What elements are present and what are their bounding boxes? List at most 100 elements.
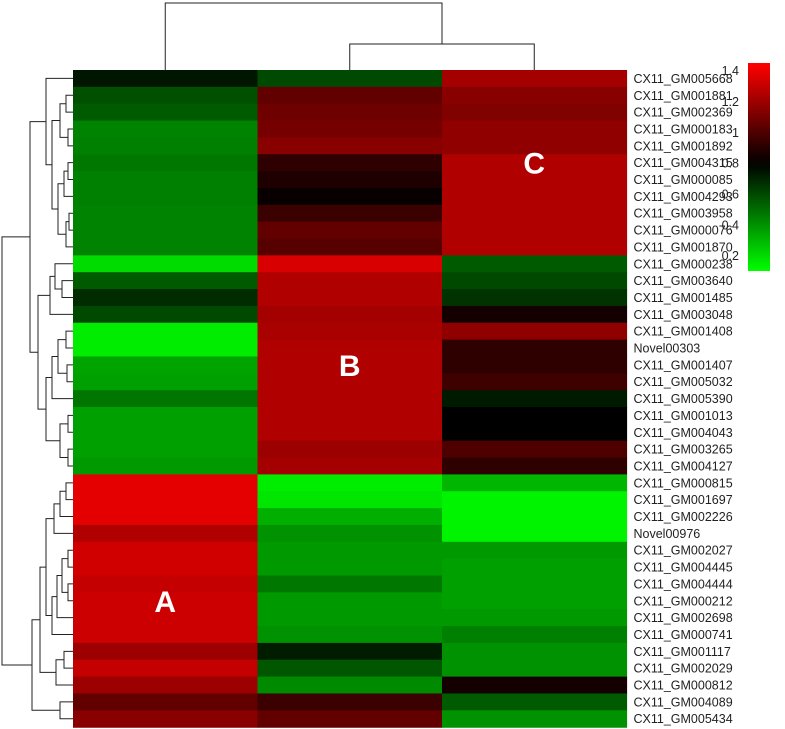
row-label: CX11_GM004089 [634, 695, 733, 709]
heatmap-cell [73, 120, 259, 138]
row-label: CX11_GM005390 [634, 392, 733, 406]
dendrogram-branch [65, 94, 73, 113]
heatmap-cell [73, 626, 259, 644]
legend-tick-label: 1.4 [722, 64, 739, 78]
row-labels: CX11_GM005668 CX11_GM001881 CX11_GM002369 C… [634, 72, 733, 726]
column-dendrogram [164, 2, 535, 70]
heatmap-cell [442, 305, 628, 324]
legend-tick-label: 0.8 [722, 157, 739, 171]
dendrogram-branch [59, 701, 73, 720]
heatmap-cell [442, 541, 628, 560]
heatmap-cell [73, 356, 259, 374]
heatmap-cell [257, 221, 443, 240]
heatmap-cell [73, 238, 259, 256]
dendrogram-branch [1, 236, 32, 666]
dendrogram-branch [65, 482, 73, 501]
dendrogram-branch [51, 596, 73, 635]
heatmap-cell [257, 524, 443, 543]
heatmap-cell [442, 642, 628, 661]
dendrogram-branch [63, 650, 73, 669]
heatmap-cell [442, 120, 628, 138]
row-label: CX11_GM004315 [634, 156, 733, 170]
cluster-label: B [339, 350, 361, 383]
heatmap-cell [257, 407, 443, 425]
row-label: CX11_GM004445 [634, 561, 733, 575]
heatmap-cell [73, 710, 259, 728]
heatmap-cell [442, 154, 628, 172]
heatmap-cell [442, 524, 628, 543]
heatmap-cell [442, 255, 628, 273]
heatmap-cell [257, 373, 443, 391]
row-label: Novel00976 [634, 527, 701, 541]
heatmap-cell [442, 221, 628, 240]
heatmap-cell [442, 70, 628, 88]
heatmap-cell [442, 272, 628, 290]
legend-tick-label: 0.2 [722, 249, 739, 263]
heatmap-cell [73, 221, 259, 240]
heatmap-cell [73, 70, 259, 88]
heatmap-cell [257, 255, 443, 273]
heatmap-cell [442, 676, 628, 695]
dendrogram-branch [45, 377, 60, 442]
dendrogram-branch [61, 280, 73, 298]
row-label: CX11_GM002027 [634, 544, 733, 558]
cluster-label: A [154, 586, 176, 619]
dendrogram-branch [45, 518, 54, 617]
dendrogram-branch [61, 558, 68, 593]
heatmap-cell [442, 103, 628, 122]
heatmap-cell [73, 558, 259, 577]
heatmap-cell [73, 154, 259, 172]
row-label: CX11_GM003640 [634, 274, 733, 288]
heatmap-cell [257, 137, 443, 155]
heatmap-cell [73, 592, 259, 610]
heatmap-cell [73, 322, 259, 341]
row-label: CX11_GM001870 [634, 240, 733, 254]
heatmap-cell [257, 592, 443, 610]
heatmap-cell [442, 626, 628, 644]
heatmap-cell [257, 693, 443, 711]
dendrogram-branch [51, 355, 73, 400]
heatmap-cell [257, 171, 443, 189]
heatmap-cell [442, 474, 628, 492]
dendrogram-branch [54, 263, 73, 290]
row-label: CX11_GM004127 [634, 459, 733, 473]
heatmap-cell [257, 339, 443, 358]
heatmap-cell [73, 187, 259, 206]
heatmap-cell [73, 491, 259, 509]
heatmap-cell [73, 272, 259, 290]
heatmap-cell [442, 609, 628, 627]
heatmap-cell [442, 440, 628, 459]
heatmap-cell [257, 642, 443, 661]
legend-tick-label: 1 [732, 126, 739, 140]
heatmap-cell [257, 676, 443, 695]
row-label: CX11_GM001697 [634, 493, 733, 507]
dendrogram-branch [51, 120, 60, 210]
dendrogram-branch [68, 212, 73, 231]
heatmap-cell [73, 575, 259, 593]
row-label: CX11_GM003958 [634, 207, 733, 221]
dendrogram-branch [59, 423, 68, 459]
row-dendrogram [1, 77, 73, 720]
heatmap-cell [442, 187, 628, 206]
legend-tick-label: 0.4 [722, 218, 739, 232]
heatmap-cell [73, 524, 259, 543]
heatmap-cell [73, 339, 259, 358]
heatmap-cell [73, 508, 259, 526]
heatmap-cell [73, 373, 259, 391]
heatmap-cell [442, 491, 628, 509]
heatmap-cell [257, 356, 443, 374]
heatmap-cell [257, 423, 443, 442]
heatmap-cell [73, 103, 259, 122]
row-label: CX11_GM003265 [634, 443, 733, 457]
heatmap-cell [257, 272, 443, 290]
row-label: CX11_GM001881 [634, 89, 733, 103]
heatmap-cell [442, 238, 628, 256]
row-label: CX11_GM001407 [634, 358, 733, 372]
heatmap-cell [442, 289, 628, 307]
heatmap-cell [73, 407, 259, 425]
heatmap-cell [257, 659, 443, 678]
dendrogram-branch [67, 583, 73, 602]
cluster-labels: C B A [154, 148, 545, 619]
heatmap-cell [257, 120, 443, 138]
heatmap-cell [442, 423, 628, 442]
